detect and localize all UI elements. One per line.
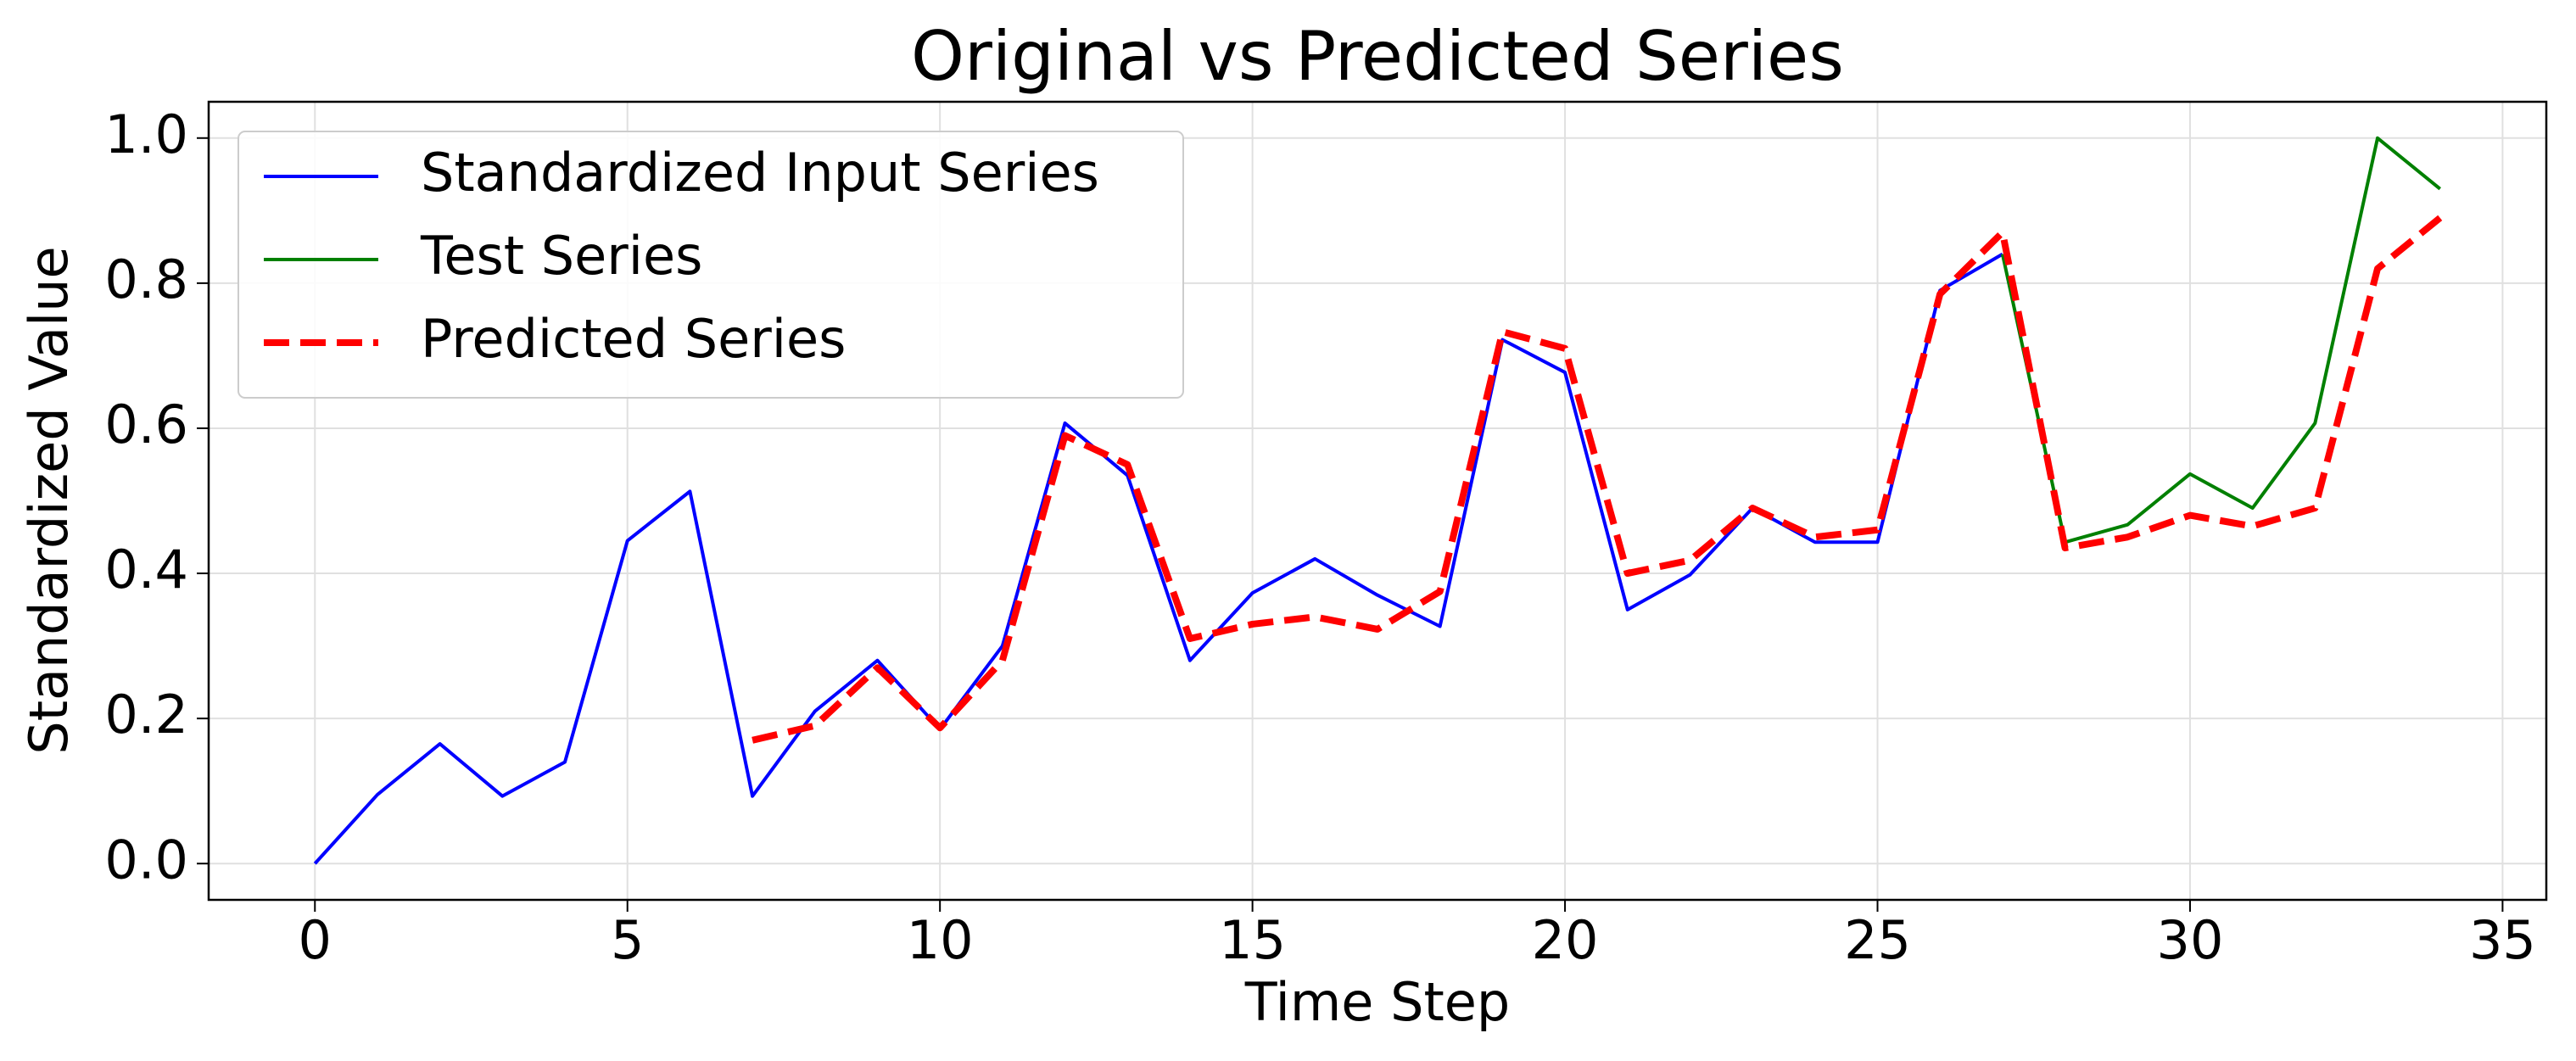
series-line <box>2000 136 2441 544</box>
x-axis-label: Time Step <box>1244 971 1511 1033</box>
series-line <box>752 215 2443 744</box>
y-axis-label: Standardized Value <box>18 246 80 754</box>
x-tick-label: 30 <box>2157 909 2224 971</box>
legend-label: Predicted Series <box>421 308 846 370</box>
legend: Standardized Input Series Test Series Pred… <box>237 131 1184 399</box>
x-tick-label: 10 <box>907 909 974 971</box>
legend-label: Standardized Input Series <box>421 142 1099 204</box>
x-tick-label: 20 <box>1532 909 1599 971</box>
y-tick-label: 0.6 <box>104 394 188 455</box>
x-tick-label: 35 <box>2469 909 2536 971</box>
x-tick-label: 0 <box>299 909 332 971</box>
legend-label: Test Series <box>420 225 702 287</box>
y-tick-label: 0.2 <box>104 684 188 745</box>
x-tick-label: 5 <box>611 909 644 971</box>
y-tick-label: 1.0 <box>104 103 188 165</box>
chart-title: Original vs Predicted Series <box>911 17 1844 96</box>
y-tick-label: 0.8 <box>104 248 188 310</box>
x-tick-label: 15 <box>1219 909 1286 971</box>
series-line <box>313 252 2003 865</box>
plot-frame <box>207 100 2548 902</box>
y-tick-label: 0.4 <box>104 539 188 600</box>
x-tick-label: 25 <box>1844 909 1911 971</box>
y-tick-label: 0.0 <box>104 829 188 891</box>
legend-box <box>237 131 1184 399</box>
